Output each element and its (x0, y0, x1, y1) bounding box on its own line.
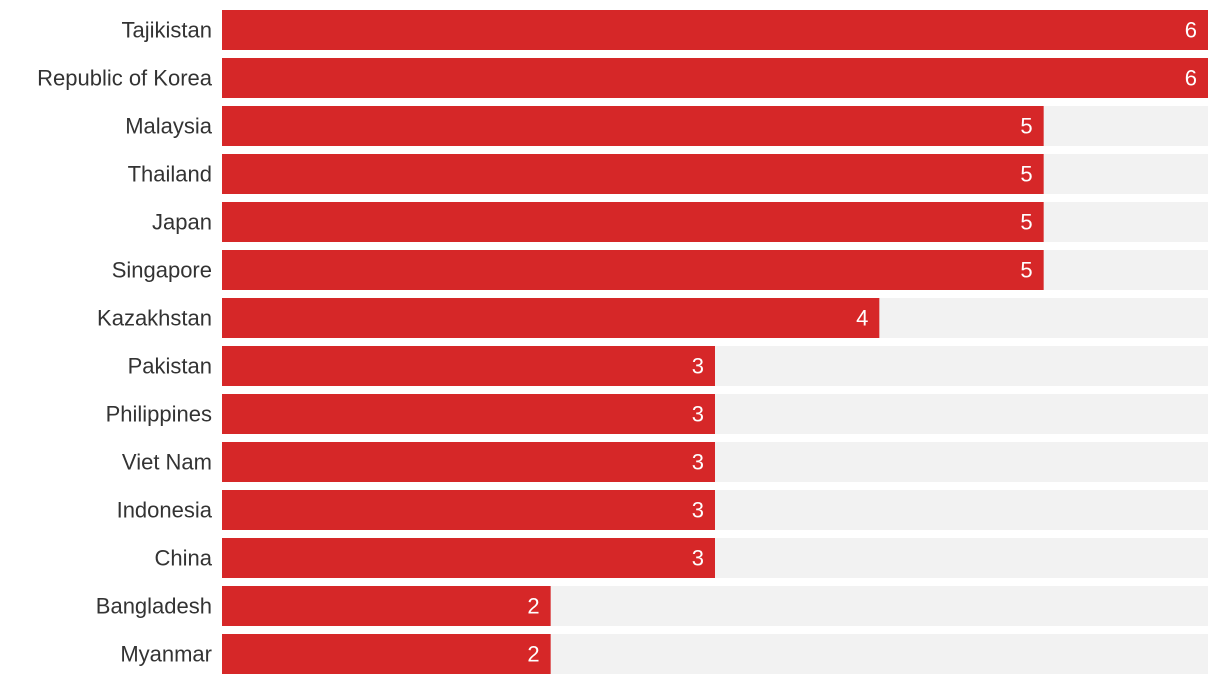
category-label-japan: Japan (152, 210, 212, 235)
bar-bangladesh (222, 586, 551, 626)
category-label-republic-of-korea: Republic of Korea (37, 66, 213, 91)
bar-tajikistan (222, 10, 1208, 50)
category-label-bangladesh: Bangladesh (96, 594, 212, 619)
category-label-philippines: Philippines (106, 402, 212, 427)
bar-japan (222, 202, 1044, 242)
bar-republic-of-korea (222, 58, 1208, 98)
bar-malaysia (222, 106, 1044, 146)
value-labels: 6 6 5 5 5 5 4 3 3 3 3 3 2 2 (527, 18, 1197, 667)
category-labels: Tajikistan Republic of Korea Malaysia Thail… (37, 18, 213, 667)
bars (222, 10, 1208, 674)
category-label-thailand: Thailand (128, 162, 212, 187)
value-label-republic-of-korea: 6 (1185, 66, 1197, 91)
value-label-thailand: 5 (1020, 162, 1032, 187)
bar-indonesia (222, 490, 715, 530)
value-label-pakistan: 3 (692, 354, 704, 379)
bar-china (222, 538, 715, 578)
bar-singapore (222, 250, 1044, 290)
category-label-kazakhstan: Kazakhstan (97, 306, 212, 331)
bar-myanmar (222, 634, 551, 674)
bar-kazakhstan (222, 298, 880, 338)
value-label-myanmar: 2 (527, 642, 539, 667)
value-label-viet-nam: 3 (692, 450, 704, 475)
category-label-pakistan: Pakistan (128, 354, 212, 379)
category-label-viet-nam: Viet Nam (122, 450, 212, 475)
value-label-singapore: 5 (1020, 258, 1032, 283)
value-label-china: 3 (692, 546, 704, 571)
value-label-philippines: 3 (692, 402, 704, 427)
value-label-indonesia: 3 (692, 498, 704, 523)
bar-philippines (222, 394, 715, 434)
value-label-japan: 5 (1020, 210, 1032, 235)
value-label-malaysia: 5 (1020, 114, 1032, 139)
value-label-kazakhstan: 4 (856, 306, 868, 331)
value-label-tajikistan: 6 (1185, 18, 1197, 43)
value-label-bangladesh: 2 (527, 594, 539, 619)
category-label-tajikistan: Tajikistan (122, 18, 212, 43)
category-label-indonesia: Indonesia (117, 498, 213, 523)
bar-pakistan (222, 346, 715, 386)
category-label-china: China (155, 546, 213, 571)
bar-thailand (222, 154, 1044, 194)
category-label-malaysia: Malaysia (125, 114, 213, 139)
category-label-myanmar: Myanmar (120, 642, 212, 667)
bar-viet-nam (222, 442, 715, 482)
category-label-singapore: Singapore (112, 258, 212, 283)
